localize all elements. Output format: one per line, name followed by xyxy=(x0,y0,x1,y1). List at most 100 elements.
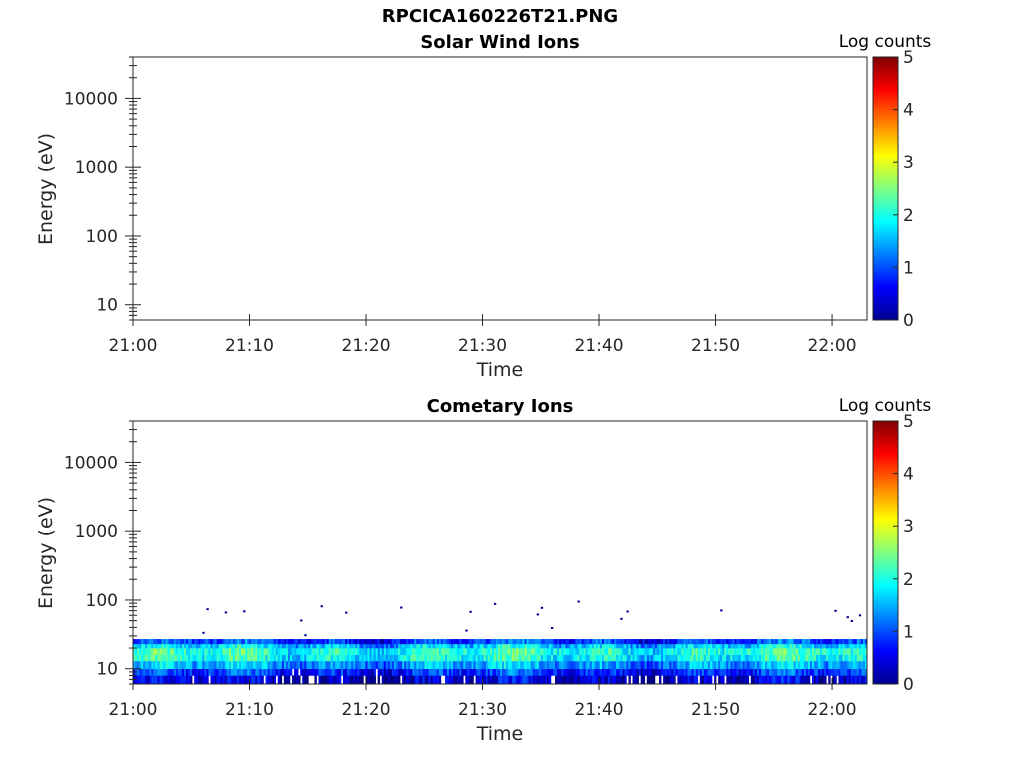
heatmap-cell xyxy=(400,648,403,656)
heatmap-cell xyxy=(271,639,274,645)
heatmap-cell xyxy=(695,639,699,645)
heatmap-cell xyxy=(181,654,185,662)
heatmap-cell xyxy=(858,660,862,670)
heatmap-cell xyxy=(542,668,546,676)
heatmap-cell xyxy=(848,648,851,656)
heatmap-cell xyxy=(396,648,399,656)
heatmap-cell xyxy=(473,660,476,670)
heatmap-cell xyxy=(296,648,299,656)
heatmap-cell xyxy=(375,660,378,670)
heatmap-cell xyxy=(316,668,319,676)
heatmap-cell xyxy=(314,643,317,649)
heatmap-cell xyxy=(377,643,381,649)
heatmap-cell xyxy=(581,654,584,662)
heatmap-cell xyxy=(661,654,664,662)
heatmap-cell xyxy=(391,675,395,685)
heatmap-cell xyxy=(251,654,254,662)
x-tick-label: 21:50 xyxy=(691,336,740,356)
heatmap-cell xyxy=(277,643,281,649)
heatmap-cell xyxy=(612,668,615,676)
heatmap-cell xyxy=(453,660,456,670)
heatmap-cell xyxy=(198,654,201,662)
heatmap-cell xyxy=(656,643,660,649)
heatmap-cell xyxy=(546,643,550,649)
heatmap-cell xyxy=(412,643,415,649)
heatmap-cell xyxy=(428,639,431,645)
heatmap-cell xyxy=(593,668,597,676)
heatmap-cell xyxy=(173,675,177,685)
heatmap-cell xyxy=(783,643,786,649)
heatmap-cell xyxy=(567,643,570,649)
heatmap-cell xyxy=(683,660,686,670)
heatmap-cell xyxy=(422,668,425,676)
heatmap-cell xyxy=(487,643,491,649)
heatmap-cell xyxy=(271,643,274,649)
heatmap-cell xyxy=(565,654,568,662)
heatmap-cell xyxy=(826,654,829,662)
heatmap-cell xyxy=(779,668,782,676)
heatmap-cell xyxy=(785,648,788,656)
heatmap-cell xyxy=(200,668,203,676)
heatmap-cell xyxy=(862,668,866,676)
heatmap-cell xyxy=(612,660,615,670)
heatmap-cell xyxy=(426,654,429,662)
heatmap-cell xyxy=(357,639,360,645)
heatmap-cell xyxy=(234,643,238,649)
heatmap-cell xyxy=(375,643,378,649)
heatmap-cell xyxy=(850,660,854,670)
heatmap-cell xyxy=(340,654,344,662)
heatmap-cell xyxy=(365,639,368,645)
heatmap-cell xyxy=(577,675,580,685)
heatmap-cell xyxy=(300,619,303,622)
heatmap-cell xyxy=(622,639,625,645)
heatmap-cell xyxy=(864,675,868,685)
heatmap-cell xyxy=(732,668,735,676)
heatmap-cell xyxy=(634,639,637,645)
heatmap-cell xyxy=(491,668,495,676)
heatmap-cell xyxy=(585,654,588,662)
heatmap-cell xyxy=(145,654,148,662)
heatmap-cell xyxy=(557,660,560,670)
heatmap-cell xyxy=(820,660,823,670)
heatmap-cell xyxy=(691,660,694,670)
heatmap-cell xyxy=(349,639,352,645)
figure-title: RPCICA160226T21.PNG xyxy=(381,6,619,27)
heatmap-cell xyxy=(773,675,776,685)
heatmap-cell xyxy=(575,648,578,656)
heatmap-cell xyxy=(726,668,729,676)
heatmap-cell xyxy=(840,654,843,662)
heatmap-cell xyxy=(426,660,429,670)
heatmap-cell xyxy=(573,668,576,676)
heatmap-cell xyxy=(707,654,711,662)
heatmap-cell xyxy=(797,643,801,649)
heatmap-cell xyxy=(758,648,762,656)
heatmap-cell xyxy=(265,643,268,649)
heatmap-cell xyxy=(245,648,248,656)
heatmap-cell xyxy=(650,639,654,645)
heatmap-cell xyxy=(408,660,411,670)
heatmap-cell xyxy=(793,643,796,649)
heatmap-cell xyxy=(705,648,709,656)
heatmap-cell xyxy=(597,648,601,656)
heatmap-cell xyxy=(667,660,670,670)
heatmap-cell xyxy=(220,675,224,685)
heatmap-cell xyxy=(771,668,774,676)
colorbar-tick-label: 4 xyxy=(903,465,914,485)
heatmap-cell xyxy=(257,654,260,662)
colorbar-label-solar-wind: Log counts xyxy=(839,32,932,52)
heatmap-cell xyxy=(383,654,387,662)
heatmap-cell xyxy=(506,675,509,685)
y-tick-label: 10 xyxy=(96,296,118,316)
heatmap-cell xyxy=(259,648,262,656)
heatmap-cell xyxy=(457,668,460,676)
heatmap-cell xyxy=(349,648,352,656)
heatmap-cell xyxy=(699,643,703,649)
heatmap-cell xyxy=(491,648,495,656)
heatmap-cell xyxy=(773,648,776,656)
heatmap-cell xyxy=(463,654,466,662)
heatmap-cell xyxy=(736,675,739,685)
heatmap-cell xyxy=(587,675,591,685)
heatmap-cell xyxy=(338,668,342,676)
heatmap-cell xyxy=(644,639,648,645)
heatmap-cell xyxy=(155,639,158,645)
